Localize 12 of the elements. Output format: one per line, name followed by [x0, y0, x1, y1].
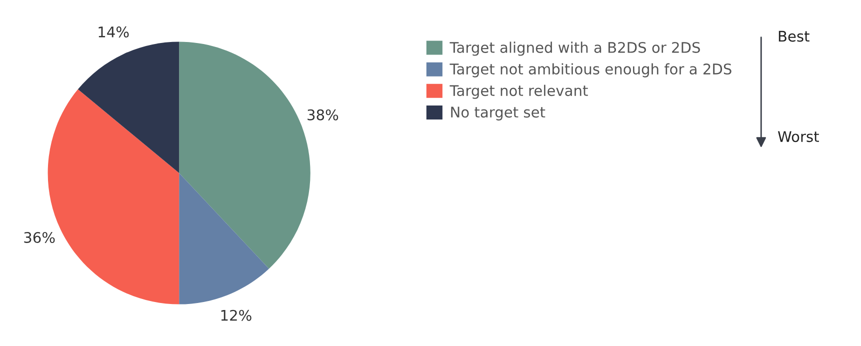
data-label: 38% — [308, 109, 338, 120]
data-label: 14% — [98, 26, 129, 38]
legend-label: No target set — [451, 106, 546, 120]
legend-label: Target not ambitious enough for a 2DS — [450, 63, 732, 78]
pie-slice — [78, 42, 180, 173]
pie-slice — [179, 173, 269, 304]
text: Best — [778, 30, 810, 42]
data-label: 36% — [24, 232, 55, 243]
text: Worst — [778, 131, 819, 142]
legend-label: Target not relevant — [450, 84, 588, 99]
data-label: 12% — [221, 310, 252, 321]
legend-label: Target aligned with a B2DS or 2DS — [450, 42, 700, 56]
